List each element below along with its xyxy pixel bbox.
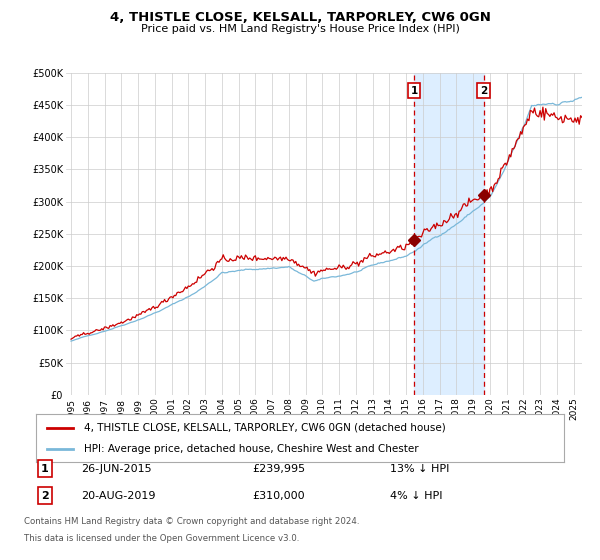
Text: 1: 1 (410, 86, 418, 96)
Text: Price paid vs. HM Land Registry's House Price Index (HPI): Price paid vs. HM Land Registry's House … (140, 24, 460, 34)
Text: 2: 2 (41, 491, 49, 501)
Text: 20-AUG-2019: 20-AUG-2019 (81, 491, 155, 501)
Text: 13% ↓ HPI: 13% ↓ HPI (390, 464, 449, 474)
Text: 26-JUN-2015: 26-JUN-2015 (81, 464, 152, 474)
Text: This data is licensed under the Open Government Licence v3.0.: This data is licensed under the Open Gov… (24, 534, 299, 543)
Text: Contains HM Land Registry data © Crown copyright and database right 2024.: Contains HM Land Registry data © Crown c… (24, 517, 359, 526)
Text: 2: 2 (480, 86, 487, 96)
Text: £310,000: £310,000 (252, 491, 305, 501)
Text: HPI: Average price, detached house, Cheshire West and Chester: HPI: Average price, detached house, Ches… (83, 444, 418, 454)
Text: 4, THISTLE CLOSE, KELSALL, TARPORLEY, CW6 0GN (detached house): 4, THISTLE CLOSE, KELSALL, TARPORLEY, CW… (83, 423, 445, 433)
Text: £239,995: £239,995 (252, 464, 305, 474)
Text: 4% ↓ HPI: 4% ↓ HPI (390, 491, 443, 501)
Text: 1: 1 (41, 464, 49, 474)
Bar (414, 73, 484, 395)
Text: 4, THISTLE CLOSE, KELSALL, TARPORLEY, CW6 0GN: 4, THISTLE CLOSE, KELSALL, TARPORLEY, CW… (110, 11, 490, 24)
